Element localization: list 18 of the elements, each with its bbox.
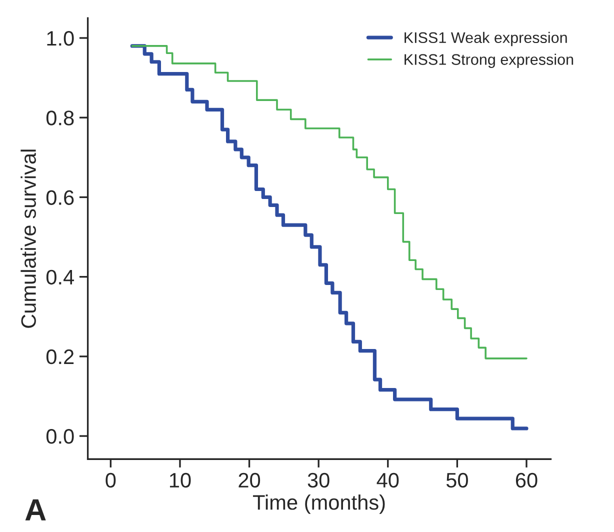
legend-label: KISS1 Strong expression — [404, 54, 574, 68]
y-axis-title: Cumulative survival — [20, 150, 36, 328]
y-tick-label: 1.0 — [47, 30, 74, 46]
x-tick-label: 30 — [308, 472, 330, 488]
y-tick-label: 0.4 — [46, 270, 74, 285]
x-tick-label: 60 — [516, 472, 538, 488]
x-tick-label: 20 — [238, 472, 260, 488]
y-tick-label: 0.6 — [46, 190, 74, 205]
x-axis-title: Time (months) — [253, 494, 385, 514]
x-tick-label: 40 — [376, 472, 399, 488]
x-tick-label: 0 — [106, 472, 116, 488]
x-tick-label: 10 — [170, 472, 191, 488]
y-tick-label: 0.8 — [46, 110, 74, 126]
y-tick-label: 0.2 — [46, 349, 74, 364]
y-tick-label: 0.0 — [46, 429, 74, 444]
legend-label: KISS1 Weak expression — [404, 32, 567, 46]
text: A — [25, 499, 46, 520]
x-tick-label: 50 — [446, 472, 468, 488]
